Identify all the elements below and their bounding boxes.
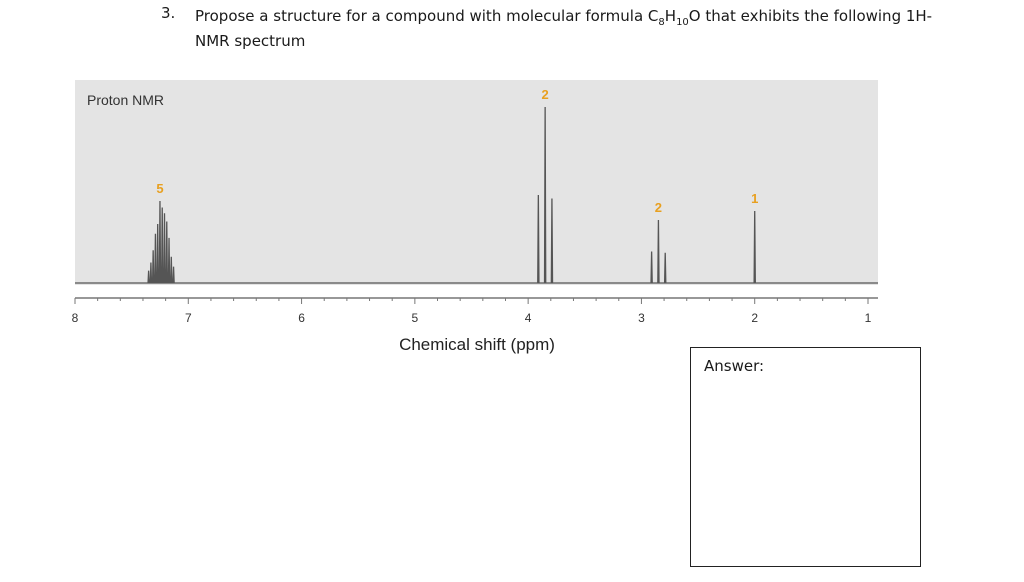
spectrum-trace <box>75 106 878 284</box>
x-tick-label: 6 <box>298 311 305 325</box>
question-text: Propose a structure for a compound with … <box>195 4 935 54</box>
question-block: 3. Propose a structure for a compound wi… <box>0 0 1024 60</box>
answer-box[interactable]: Answer: <box>690 347 921 567</box>
chart-title: Proton NMR <box>87 92 164 108</box>
question-text-part: O that exhibits the following 1H-NMR spe… <box>195 7 933 50</box>
peak-integration-label: 5 <box>156 181 163 196</box>
x-tick-label: 1 <box>865 311 872 325</box>
integration-labels: 5 2 2 1 <box>156 87 758 215</box>
answer-label: Answer: <box>704 357 765 375</box>
x-tick-label: 4 <box>525 311 532 325</box>
x-axis-tick-labels: 8 7 6 5 4 3 2 1 <box>72 311 872 325</box>
x-tick-label: 8 <box>72 311 79 325</box>
formula-subscript-h: 10 <box>676 17 689 28</box>
question-number: 3. <box>161 4 176 22</box>
x-tick-label: 3 <box>638 311 645 325</box>
nmr-spectrum-chart: Proton NMR 8 7 6 5 4 3 2 1 5 2 2 1 Chemical shift … <box>72 80 878 354</box>
peak-integration-label: 1 <box>751 191 758 206</box>
question-text-part: Propose a structure for a compound with … <box>195 7 659 25</box>
peak-integration-label: 2 <box>542 87 549 102</box>
formula-subscript-c: 8 <box>658 17 665 28</box>
x-tick-label: 7 <box>185 311 192 325</box>
peak-integration-label: 2 <box>655 200 662 215</box>
x-axis-label: Chemical shift (ppm) <box>399 335 555 354</box>
x-tick-label: 5 <box>412 311 419 325</box>
x-tick-label: 2 <box>751 311 758 325</box>
spectrum-panel <box>75 80 878 285</box>
question-text-part: H <box>664 7 677 25</box>
x-axis-ticks <box>74 298 869 304</box>
